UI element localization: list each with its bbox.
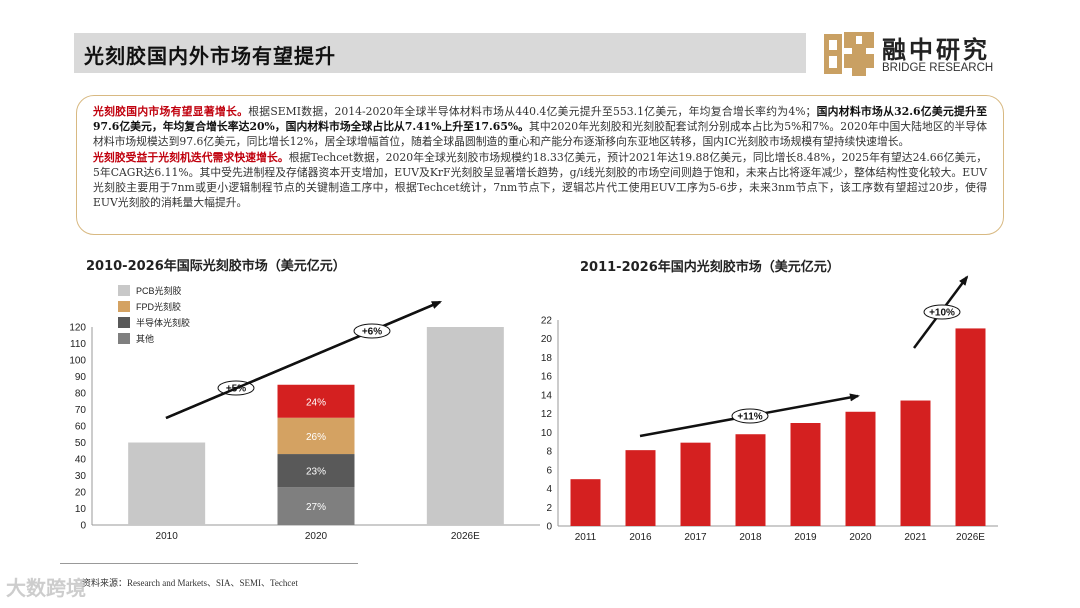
page-title: 光刻胶国内外市场有望提升 xyxy=(84,44,336,68)
y-tick-label: 12 xyxy=(541,409,553,420)
x-tick-label: 2016 xyxy=(629,532,652,543)
source-divider xyxy=(60,563,358,564)
y-tick-label: 80 xyxy=(75,389,87,400)
y-tick-label: 30 xyxy=(75,471,87,482)
y-tick-label: 20 xyxy=(75,488,87,499)
y-tick-label: 0 xyxy=(80,521,86,532)
segment-data-label: 27% xyxy=(306,502,326,513)
y-tick-label: 8 xyxy=(546,447,552,458)
logo-chinese-name: 融中研究 xyxy=(882,36,990,64)
x-tick-label: 2020 xyxy=(849,532,872,543)
bar xyxy=(426,327,504,525)
summary-lead-1: 光刻胶国内市场有望显著增长。 xyxy=(93,105,249,118)
x-tick-label: 2021 xyxy=(904,532,927,543)
x-tick-label: 2018 xyxy=(739,532,762,543)
legend-label: 其他 xyxy=(136,333,154,344)
summary-paragraph-2: 光刻胶受益于光刻机迭代需求快速增长。根据Techcet数据，2020年全球光刻胶… xyxy=(93,150,987,211)
watermark: 大数跨境 xyxy=(6,576,86,600)
cagr-annotation-2-label: +10% xyxy=(929,308,955,319)
bar-segment xyxy=(277,487,355,525)
summary-bold-1: 国内材料市场从32.6亿美元提升至97.6亿美元，年均复合增长率达20%，国内材… xyxy=(93,105,987,134)
bar xyxy=(790,423,821,526)
y-tick-label: 2 xyxy=(546,503,552,514)
title-bar xyxy=(74,33,806,73)
logo: 融中研究 BRIDGE RESEARCH xyxy=(822,30,1022,80)
y-tick-label: 100 xyxy=(69,356,86,367)
x-tick-label: 2026E xyxy=(451,531,480,542)
y-tick-label: 120 xyxy=(69,323,86,334)
summary-paragraph-1: 光刻胶国内市场有望显著增长。根据SEMI数据，2014-2020年全球半导体材料… xyxy=(93,104,987,150)
segment-data-label: 26% xyxy=(306,432,326,443)
y-tick-label: 0 xyxy=(546,522,552,533)
y-tick-label: 110 xyxy=(70,339,86,350)
cagr-annotation-1-bubble xyxy=(731,408,769,424)
chart-international: 0 10 20 30 40 50 60 70 80 90 100 110 120 2010 27% 23% 26… xyxy=(69,285,540,542)
cagr-annotation-1-label: +11% xyxy=(737,412,762,423)
bar-segment xyxy=(277,384,355,418)
summary-text-1b: 其中2020年光刻胶和光刻胶配套试剂分别成本占比为5%和7%。2020年中国大陆… xyxy=(93,120,988,149)
bar-segment xyxy=(277,454,355,488)
logo-english-name: BRIDGE RESEARCH xyxy=(882,62,994,74)
legend-swatch xyxy=(118,285,130,296)
segment-data-label: 24% xyxy=(306,397,326,408)
y-tick-label: 22 xyxy=(541,316,553,327)
x-tick-label: 2017 xyxy=(684,532,707,543)
legend-swatch xyxy=(118,317,130,328)
bar xyxy=(735,434,766,526)
y-tick-label: 10 xyxy=(541,428,553,439)
bar xyxy=(128,442,206,525)
bar-segment xyxy=(277,417,355,455)
source-note: 资料来源：Research and Markets、SIA、SEMI、Techc… xyxy=(82,578,298,588)
summary-lead-2: 光刻胶受益于光刻机迭代需求快速增长。 xyxy=(93,150,289,164)
summary-text-1a: 根据SEMI数据，2014-2020年全球半导体材料市场从440.4亿美元提升至… xyxy=(248,105,817,118)
x-tick-label: 2011 xyxy=(575,532,597,543)
y-tick-label: 90 xyxy=(75,372,87,383)
cagr-annotation-2-bubble xyxy=(353,323,391,339)
y-tick-label: 18 xyxy=(541,353,553,364)
bar xyxy=(625,450,656,526)
y-tick-label: 50 xyxy=(75,438,87,449)
y-tick-label: 20 xyxy=(541,334,553,345)
x-tick-label: 2026E xyxy=(956,532,985,543)
chart-domestic: 0 2 4 6 8 10 12 14 16 18 20 22 2011 2016 2017 2018 2019 2… xyxy=(541,275,998,543)
y-tick-label: 14 xyxy=(541,390,553,401)
segment-data-label: 23% xyxy=(306,467,326,478)
y-tick-label: 10 xyxy=(75,504,87,515)
y-tick-label: 60 xyxy=(75,422,87,433)
cagr-annotation-2-arrow xyxy=(165,300,442,420)
legend-label: PCB光刻胶 xyxy=(136,285,182,296)
y-tick-label: 4 xyxy=(546,484,552,495)
chart-title-international: 2010-2026年国际光刻胶市场（美元亿元） xyxy=(86,259,346,274)
y-tick-label: 40 xyxy=(75,455,87,466)
y-tick-label: 6 xyxy=(546,465,552,476)
cagr-annotation-2-bubble xyxy=(923,304,961,320)
y-tick-label: 70 xyxy=(75,405,87,416)
bar xyxy=(680,442,711,526)
bar xyxy=(900,400,931,526)
summary-text-2a: 根据Techcet数据，2020年全球光刻胶市场规模约18.33亿美元，预计20… xyxy=(93,150,988,210)
bar xyxy=(570,479,601,526)
legend-label: 半导体光刻胶 xyxy=(136,317,190,328)
x-tick-label: 2020 xyxy=(305,531,328,542)
chart-title-domestic: 2011-2026年国内光刻胶市场（美元亿元） xyxy=(580,260,840,275)
legend-label: FPD光刻胶 xyxy=(136,301,181,312)
summary-box: 光刻胶国内市场有望显著增长。根据SEMI数据，2014-2020年全球半导体材料… xyxy=(76,95,1004,235)
cagr-annotation-2-label: +6% xyxy=(362,327,382,338)
x-tick-label: 2010 xyxy=(156,531,179,542)
logo-mark-icon xyxy=(824,32,874,76)
x-tick-label: 2019 xyxy=(794,532,817,543)
legend-swatch xyxy=(118,333,130,344)
legend-swatch xyxy=(118,301,130,312)
bar xyxy=(955,328,986,526)
y-tick-label: 16 xyxy=(541,372,553,383)
bar xyxy=(845,411,876,526)
